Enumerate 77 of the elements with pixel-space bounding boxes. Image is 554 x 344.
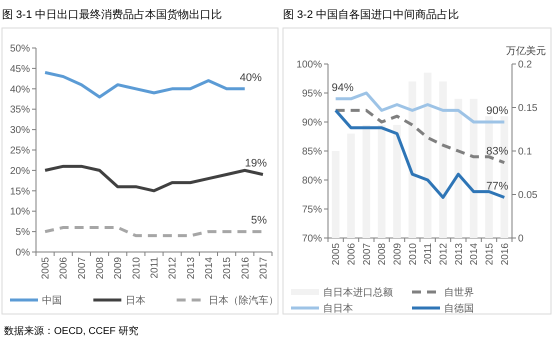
x-tick-label: 2007: [362, 242, 373, 266]
bar: [424, 72, 432, 238]
chart-title: 图 3-2 中国自各国进口中间商品占比: [283, 8, 460, 21]
y2-tick-label: 0.15: [518, 103, 538, 114]
bar: [439, 81, 447, 238]
y-tick-label: 50%: [10, 44, 30, 54]
y-tick-label: 95%: [302, 88, 322, 100]
x-tick-label: 2015: [222, 256, 234, 280]
x-tick-label: 2015: [484, 242, 496, 266]
bar: [347, 134, 355, 238]
x-tick-label: 2014: [469, 242, 480, 266]
bar: [362, 124, 370, 238]
x-tick-label: 2011: [150, 256, 160, 279]
y-tick-label: 45%: [10, 64, 30, 75]
y-tick-label: 70%: [302, 234, 322, 244]
legend-label: 日本: [125, 294, 146, 306]
data-label: 19%: [244, 157, 268, 170]
y-tick-label: 90%: [302, 118, 322, 128]
chart-title: 图 3-1 中日出口最终消费品占本国货物出口比: [2, 8, 222, 21]
y2-axis-title: 万亿美元: [506, 45, 546, 57]
bar: [470, 98, 478, 238]
legend-label: 自世界: [444, 286, 474, 298]
y2-tick-label: 0.2: [518, 60, 532, 70]
x-tick-label: 2016: [240, 256, 252, 280]
y-tick-label: 25%: [10, 146, 30, 156]
bar: [393, 124, 401, 238]
y2-tick-label: 0: [518, 234, 524, 244]
legend-label: 中国: [42, 294, 62, 306]
x-tick-label: 2008: [95, 256, 106, 280]
y-tick-label: 40%: [10, 84, 30, 96]
x-tick-label: 2017: [258, 256, 270, 280]
x-tick-label: 2012: [168, 256, 179, 280]
y-tick-label: 100%: [296, 60, 322, 70]
bar: [454, 98, 462, 238]
y-tick-label: 75%: [302, 204, 322, 216]
x-tick-label: 2010: [131, 256, 142, 280]
x-tick-label: 2012: [438, 242, 450, 266]
x-tick-label: 2011: [423, 242, 434, 265]
x-tick-label: 2014: [204, 256, 215, 280]
x-tick-label: 2006: [58, 256, 70, 280]
y2-tick-label: 0.1: [518, 146, 532, 158]
legend-label: 自德国: [444, 302, 474, 314]
y-tick-label: 5%: [16, 227, 30, 238]
x-tick-label: 2008: [377, 242, 388, 266]
x-tick-label: 2007: [76, 256, 88, 280]
line-series: [334, 92, 506, 124]
y-tick-label: 15%: [10, 186, 30, 198]
x-tick-label: 2009: [392, 242, 404, 266]
x-tick-label: 2013: [186, 256, 197, 280]
x-tick-label: 2006: [346, 242, 358, 266]
legend-label: 自日本进口总额: [323, 286, 393, 298]
x-tick-label: 2009: [113, 256, 124, 280]
legend-label: 日本（除汽车）: [208, 294, 279, 306]
x-tick-label: 2005: [40, 256, 52, 280]
data-label: 77%: [486, 180, 509, 192]
data-label: 90%: [486, 105, 509, 117]
data-label: 94%: [332, 82, 354, 94]
x-tick-label: 2005: [331, 242, 342, 266]
y-tick-label: 85%: [302, 146, 322, 158]
y-tick-label: 30%: [10, 125, 30, 136]
x-tick-label: 2016: [500, 242, 511, 266]
y2-tick-label: 0.05: [518, 190, 538, 201]
source-note: 数据来源：OECD, CCEF 研究: [4, 325, 138, 337]
bar: [332, 151, 340, 238]
bar: [378, 124, 386, 238]
x-tick-label: 2013: [454, 242, 465, 266]
y-tick-label: 35%: [10, 104, 30, 116]
bar: [408, 81, 416, 238]
data-label: 83%: [486, 146, 509, 158]
data-label: 5%: [251, 214, 268, 227]
data-label: 40%: [240, 72, 262, 84]
y-tick-label: 80%: [302, 176, 322, 186]
x-tick-label: 2010: [408, 242, 419, 266]
y-tick-label: 10%: [10, 206, 30, 218]
y-tick-label: 0%: [16, 248, 30, 258]
y-tick-label: 20%: [10, 166, 30, 177]
legend-label: 自日本: [323, 302, 353, 314]
